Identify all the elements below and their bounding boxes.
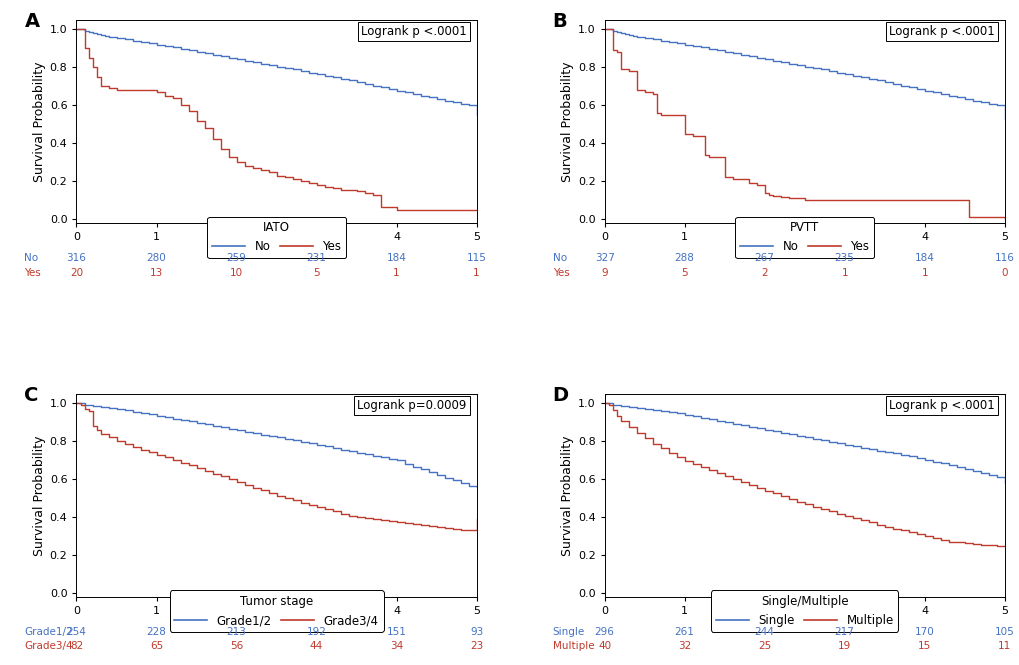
Text: 327: 327 xyxy=(594,253,614,263)
Text: 116: 116 xyxy=(994,253,1014,263)
Text: 213: 213 xyxy=(226,627,247,637)
Text: 261: 261 xyxy=(674,627,694,637)
Text: 231: 231 xyxy=(307,253,326,263)
Text: 1: 1 xyxy=(473,267,479,277)
Text: Grade3/4: Grade3/4 xyxy=(24,642,73,652)
X-axis label: Time(years): Time(years) xyxy=(766,245,842,258)
Text: 13: 13 xyxy=(150,267,163,277)
Text: 1: 1 xyxy=(393,267,399,277)
Text: 192: 192 xyxy=(307,627,326,637)
Text: 23: 23 xyxy=(470,642,483,652)
Text: 20: 20 xyxy=(70,267,83,277)
Text: 40: 40 xyxy=(597,642,610,652)
Text: 25: 25 xyxy=(757,642,770,652)
Text: 93: 93 xyxy=(470,627,483,637)
X-axis label: Time(years): Time(years) xyxy=(766,618,842,632)
Text: 288: 288 xyxy=(674,253,694,263)
Text: Single: Single xyxy=(552,627,584,637)
Text: 11: 11 xyxy=(998,642,1010,652)
Text: 151: 151 xyxy=(386,627,407,637)
Text: 9: 9 xyxy=(601,267,607,277)
Text: Grade1/2: Grade1/2 xyxy=(24,627,73,637)
Text: Logrank p <.0001: Logrank p <.0001 xyxy=(889,399,994,412)
Text: 235: 235 xyxy=(834,253,854,263)
Text: 56: 56 xyxy=(229,642,243,652)
Text: 15: 15 xyxy=(917,642,930,652)
Text: 184: 184 xyxy=(914,253,933,263)
Text: 44: 44 xyxy=(310,642,323,652)
Text: 5: 5 xyxy=(313,267,320,277)
Text: 254: 254 xyxy=(66,627,87,637)
Text: Logrank p <.0001: Logrank p <.0001 xyxy=(889,25,994,38)
Text: 5: 5 xyxy=(681,267,687,277)
Text: 1: 1 xyxy=(841,267,847,277)
Legend: No, Yes: No, Yes xyxy=(207,217,345,258)
Text: A: A xyxy=(24,12,40,31)
Text: 316: 316 xyxy=(66,253,87,263)
Text: 280: 280 xyxy=(147,253,166,263)
Legend: Single, Multiple: Single, Multiple xyxy=(710,591,898,632)
Text: Multiple: Multiple xyxy=(552,642,594,652)
Text: 267: 267 xyxy=(754,253,773,263)
Text: 2: 2 xyxy=(760,267,767,277)
Text: 217: 217 xyxy=(834,627,854,637)
X-axis label: Time(years): Time(years) xyxy=(238,618,314,632)
Text: 170: 170 xyxy=(914,627,933,637)
Text: 228: 228 xyxy=(147,627,166,637)
Text: 65: 65 xyxy=(150,642,163,652)
Text: B: B xyxy=(552,12,567,31)
Text: 1: 1 xyxy=(920,267,927,277)
Text: 184: 184 xyxy=(386,253,407,263)
Y-axis label: Survival Probability: Survival Probability xyxy=(33,435,46,556)
Text: 105: 105 xyxy=(994,627,1014,637)
Legend: Grade1/2, Grade3/4: Grade1/2, Grade3/4 xyxy=(169,591,383,632)
Legend: No, Yes: No, Yes xyxy=(735,217,873,258)
Text: 0: 0 xyxy=(1001,267,1007,277)
Text: C: C xyxy=(24,386,39,405)
Text: 115: 115 xyxy=(466,253,486,263)
X-axis label: Time(years): Time(years) xyxy=(238,245,314,258)
Text: Yes: Yes xyxy=(24,267,41,277)
Text: Logrank p <.0001: Logrank p <.0001 xyxy=(361,25,466,38)
Text: 259: 259 xyxy=(226,253,247,263)
Text: 82: 82 xyxy=(70,642,83,652)
Text: 34: 34 xyxy=(389,642,403,652)
Text: 296: 296 xyxy=(594,627,614,637)
Text: 244: 244 xyxy=(754,627,773,637)
Text: 19: 19 xyxy=(838,642,851,652)
Y-axis label: Survival Probability: Survival Probability xyxy=(33,61,46,182)
Text: No: No xyxy=(552,253,567,263)
Text: 10: 10 xyxy=(229,267,243,277)
Text: Logrank p=0.0009: Logrank p=0.0009 xyxy=(357,399,466,412)
Text: No: No xyxy=(24,253,39,263)
Y-axis label: Survival Probability: Survival Probability xyxy=(560,435,573,556)
Y-axis label: Survival Probability: Survival Probability xyxy=(560,61,573,182)
Text: 32: 32 xyxy=(678,642,691,652)
Text: Yes: Yes xyxy=(552,267,569,277)
Text: D: D xyxy=(552,386,569,405)
